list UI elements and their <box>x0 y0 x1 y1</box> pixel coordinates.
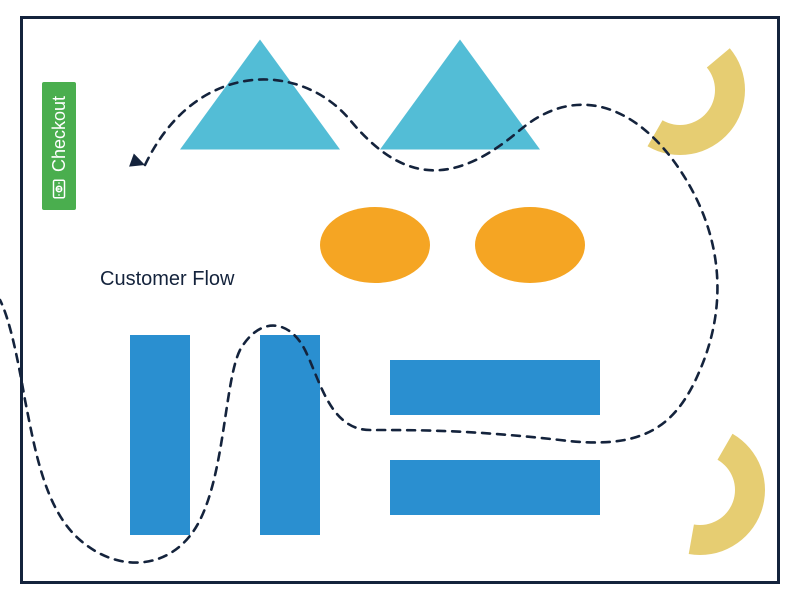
checkout-badge: Checkout <box>42 82 76 210</box>
rect-4 <box>390 460 600 515</box>
triangle-1 <box>180 40 340 150</box>
arc-1 <box>648 48 746 155</box>
rect-3 <box>390 360 600 415</box>
diagram-canvas: Checkout Customer Flow <box>0 0 800 600</box>
triangle-2 <box>380 40 540 150</box>
flow-arrowhead <box>129 154 145 167</box>
money-icon <box>48 178 70 200</box>
rect-1 <box>130 335 190 535</box>
ellipse-1 <box>320 207 430 283</box>
arc-2 <box>689 434 765 555</box>
checkout-label: Checkout <box>49 96 70 172</box>
shapes-layer <box>0 0 800 600</box>
customer-flow-path <box>0 79 717 562</box>
ellipse-2 <box>475 207 585 283</box>
flow-label: Customer Flow <box>100 268 234 291</box>
